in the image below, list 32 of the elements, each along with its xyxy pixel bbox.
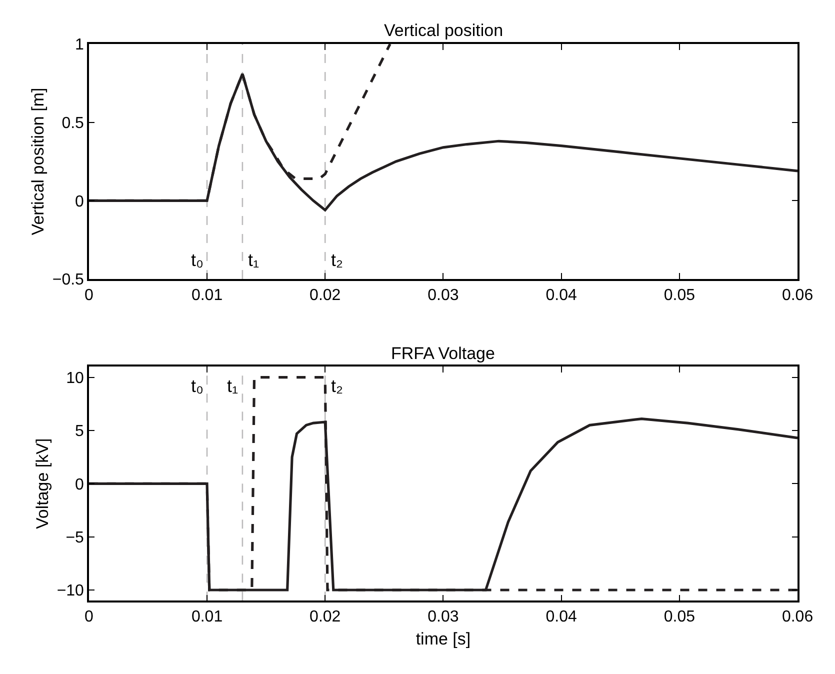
x-tick-label: 0.05 bbox=[664, 608, 696, 626]
x-tick-label: 0.01 bbox=[191, 608, 223, 626]
y-tick-label: 0 bbox=[75, 193, 84, 210]
y-tick-label: 5 bbox=[75, 423, 84, 440]
x-tick-label: 0.03 bbox=[428, 608, 459, 626]
x-tick-label: 0.01 bbox=[191, 286, 223, 304]
x-tick-label: 0.06 bbox=[782, 286, 814, 304]
chart-title: FRFA Voltage bbox=[391, 344, 495, 363]
ref-line-label: t₂ bbox=[331, 250, 343, 270]
chart-title: Vertical position bbox=[384, 21, 504, 40]
y-axis-title: Voltage [kV] bbox=[32, 438, 52, 530]
x-axis-title: time [s] bbox=[416, 629, 471, 648]
ref-line-label: t₁ bbox=[248, 250, 260, 270]
y-tick-label: 1 bbox=[75, 36, 84, 54]
ref-line-label: t₀ bbox=[191, 250, 204, 270]
y-tick-label: −10 bbox=[56, 582, 84, 600]
x-tick-label: 0.06 bbox=[782, 608, 814, 626]
x-tick-label: 0.04 bbox=[546, 286, 577, 304]
y-tick-label: 10 bbox=[66, 370, 84, 387]
y-tick-label: −5 bbox=[66, 529, 84, 546]
ref-line-label: t₀ bbox=[191, 376, 204, 396]
x-tick-label: 0.02 bbox=[310, 286, 341, 304]
ref-line-label: t₁ bbox=[227, 376, 238, 396]
x-tick-label: 0.02 bbox=[310, 608, 341, 626]
x-tick-label: 0.03 bbox=[428, 286, 459, 304]
x-tick-label: 0.04 bbox=[546, 608, 577, 626]
y-tick-label: −0.5 bbox=[52, 272, 84, 289]
y-tick-label: 0.5 bbox=[62, 114, 84, 132]
y-tick-label: 0 bbox=[75, 476, 84, 494]
y-axis-title: Vertical position [m] bbox=[28, 88, 48, 236]
ref-line-label: t₂ bbox=[331, 376, 343, 396]
x-tick-label: 0.05 bbox=[664, 286, 696, 304]
